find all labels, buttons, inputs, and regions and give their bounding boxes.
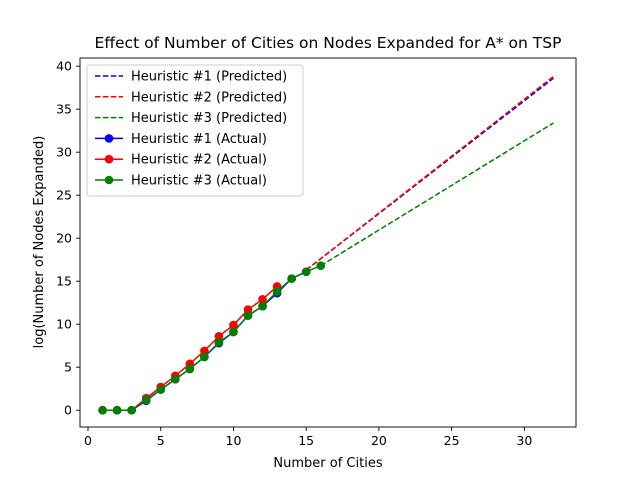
axes-frame (79, 57, 577, 428)
data-point-series-6 (258, 301, 267, 311)
legend-label-4: Heuristic #1 (Actual) (131, 132, 267, 147)
data-point-series-5 (243, 305, 253, 314)
data-point-series-5 (258, 294, 267, 304)
legend-label-5: Heuristic #2 (Actual) (131, 153, 267, 168)
data-point-series-6 (229, 327, 238, 337)
data-point-series-6 (112, 405, 122, 415)
legend-marker-6 (104, 175, 114, 185)
y-tick-label: 40 (56, 59, 72, 74)
data-point-series-6 (214, 337, 224, 347)
legend-label-3: Heuristic #3 (Predicted) (131, 111, 287, 126)
data-point-series-5 (200, 346, 209, 356)
series-line-6 (102, 265, 322, 411)
y-tick-label: 25 (56, 188, 72, 203)
x-tick-label: 0 (84, 433, 92, 448)
data-point-series-6 (200, 352, 209, 362)
x-axis-title: Number of Cities (273, 456, 382, 471)
x-tick-label: 15 (298, 433, 314, 448)
y-tick-label: 20 (56, 231, 72, 246)
data-point-series-6 (185, 364, 195, 374)
data-point-series-5 (214, 331, 224, 341)
data-point-series-6 (127, 405, 136, 415)
x-tick-label: 20 (371, 433, 387, 448)
data-point-series-6 (243, 311, 253, 320)
legend-label-1: Heuristic #1 (Predicted) (131, 70, 287, 85)
data-point-series-6 (272, 287, 282, 296)
data-point-series-6 (316, 261, 326, 271)
x-tick-label: 5 (157, 433, 165, 448)
legend-marker-4 (104, 134, 114, 143)
data-point-series-6 (156, 385, 166, 394)
legend-label-2: Heuristic #2 (Predicted) (131, 90, 287, 105)
x-tick-label: 30 (516, 433, 532, 448)
legend-box (86, 64, 304, 197)
data-point-series-5 (229, 320, 238, 330)
series-line-2 (305, 75, 554, 271)
chart-title: Effect of Number of Cities on Nodes Expa… (95, 34, 562, 52)
data-point-series-6 (301, 267, 311, 277)
y-tick-label: 0 (64, 403, 72, 418)
y-tick-label: 15 (56, 274, 72, 289)
legend-label-6: Heuristic #3 (Actual) (131, 174, 267, 189)
y-tick-label: 10 (56, 317, 72, 332)
data-point-series-6 (98, 405, 107, 415)
y-axis-title: log(Number of Nodes Expanded) (32, 136, 47, 349)
data-point-series-6 (141, 395, 151, 405)
data-point-series-6 (170, 374, 180, 384)
series-line-3 (320, 122, 554, 267)
x-tick-label: 10 (226, 433, 242, 448)
legend-marker-5 (104, 154, 114, 164)
x-tick-label: 25 (444, 433, 460, 448)
y-tick-label: 5 (64, 360, 72, 375)
legend: Heuristic #1 (Predicted) Heuristic #2 (Pr… (86, 64, 304, 197)
data-point-series-6 (287, 274, 296, 283)
plot-area: 0 5 10 15 20 25 30 0 5 10 15 20 25 30 35 40 (56, 57, 577, 448)
y-tick-label: 30 (56, 145, 72, 160)
y-tick-label: 35 (56, 102, 72, 117)
